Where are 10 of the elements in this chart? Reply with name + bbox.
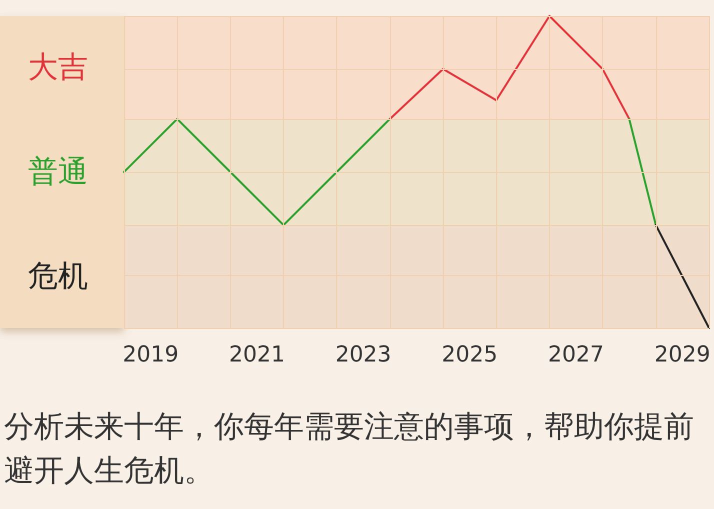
x-tick-label: 2021: [228, 342, 285, 368]
band-label: 大吉: [28, 50, 88, 85]
x-tick-label: 2025: [442, 342, 498, 368]
band-label: 危机: [28, 259, 88, 294]
x-tick-label: 2019: [122, 342, 179, 368]
x-tick-label: 2027: [548, 342, 604, 368]
band-label: 普通: [28, 154, 88, 190]
x-tick-label: 2023: [335, 342, 392, 368]
x-tick-label: 2029: [654, 342, 710, 368]
text: 分析未来十年，你每年需要注意的事项，帮助你提前避开人生危机。: [4, 410, 694, 488]
